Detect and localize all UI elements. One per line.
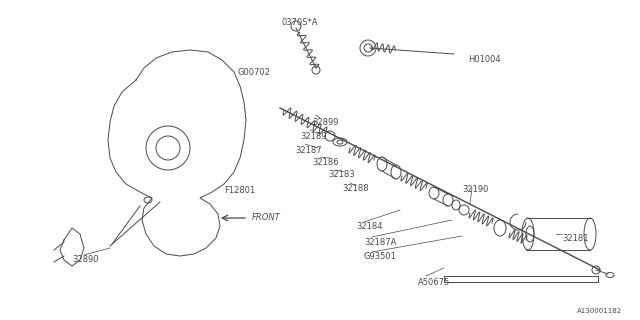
Text: 32181: 32181 <box>562 234 589 243</box>
Text: 32184: 32184 <box>356 222 383 231</box>
Text: 32183: 32183 <box>328 170 355 179</box>
Text: F12801: F12801 <box>224 186 255 195</box>
Text: 32187A: 32187A <box>364 238 396 247</box>
Text: H01004: H01004 <box>468 55 500 64</box>
Text: 0370S*A: 0370S*A <box>282 18 318 27</box>
Text: 32188: 32188 <box>342 184 369 193</box>
Text: G00702: G00702 <box>238 68 271 77</box>
Text: 32187: 32187 <box>295 146 322 155</box>
Text: G93501: G93501 <box>364 252 397 261</box>
Text: 32890: 32890 <box>72 255 99 264</box>
Text: 32186: 32186 <box>312 158 339 167</box>
Text: 32189: 32189 <box>300 132 326 141</box>
Text: A50675: A50675 <box>418 278 451 287</box>
Text: 32190: 32190 <box>462 185 488 194</box>
Text: 32899: 32899 <box>312 118 339 127</box>
Text: FRONT: FRONT <box>252 213 281 222</box>
Text: A130001182: A130001182 <box>577 308 622 314</box>
